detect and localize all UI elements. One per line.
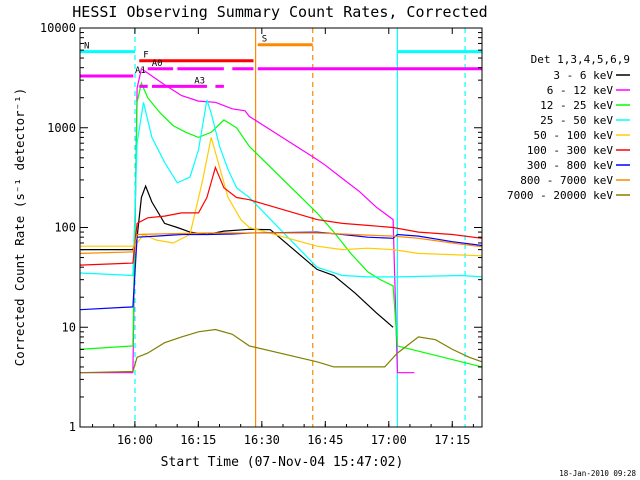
legend-entry-label: 12 - 25 keV xyxy=(540,99,613,112)
y-tick-label: 10000 xyxy=(40,21,76,35)
y-tick-label: 1 xyxy=(69,420,76,434)
y-axis-label: Corrected Count Rate (s⁻¹ detector⁻¹) xyxy=(12,88,27,366)
legend-entry-label: 6 - 12 keV xyxy=(547,84,614,97)
legend-entry-label: 100 - 300 keV xyxy=(527,144,613,157)
x-tick-label: 16:15 xyxy=(180,433,216,447)
x-axis: 16:00 16:15 16:30 16:45 17:00 17:15 xyxy=(92,28,474,447)
legend-entry-label: 25 - 50 keV xyxy=(540,114,613,127)
flag-bars: N S F A1 A0 A3 xyxy=(80,35,482,88)
y-axis: 1 10 100 1000 10000 xyxy=(40,21,482,434)
legend-title: Det 1,3,4,5,6,9 xyxy=(531,53,630,66)
x-tick-label: 16:30 xyxy=(244,433,280,447)
flag-label-n: N xyxy=(84,42,89,52)
legend-entry-label: 50 - 100 keV xyxy=(534,129,614,142)
legend-entry-label: 7000 - 20000 keV xyxy=(507,189,613,202)
series-line-2 xyxy=(80,67,415,374)
x-tick-label: 17:15 xyxy=(434,433,470,447)
y-tick-label: 100 xyxy=(54,221,76,235)
legend-entry-label: 300 - 800 keV xyxy=(527,159,613,172)
series-line-4 xyxy=(79,99,483,278)
flag-label-s: S xyxy=(262,35,267,45)
y-tick-label: 1000 xyxy=(47,121,76,135)
series-line-8 xyxy=(79,232,483,254)
flag-label-a1: A1 xyxy=(135,66,146,76)
flag-label-a0: A0 xyxy=(152,59,163,69)
series-layer xyxy=(79,67,483,374)
x-tick-label: 16:00 xyxy=(117,433,153,447)
series-line-6 xyxy=(79,165,483,266)
x-axis-label: Start Time (07-Nov-04 15:47:02) xyxy=(161,455,404,470)
flag-label-f: F xyxy=(143,51,148,61)
x-tick-label: 17:00 xyxy=(371,433,407,447)
legend-entry-label: 3 - 6 keV xyxy=(553,69,613,82)
footer-timestamp: 18-Jan-2010 09:28 xyxy=(559,469,636,478)
chart-title: HESSI Observing Summary Count Rates, Cor… xyxy=(72,3,487,21)
series-line-9 xyxy=(79,328,483,374)
flag-label-a3: A3 xyxy=(194,76,205,86)
legend: Det 1,3,4,5,6,9 3 - 6 keV 6 - 12 keV 12 - … xyxy=(507,53,630,202)
y-tick-label: 10 xyxy=(62,320,76,334)
legend-entry-label: 800 - 7000 keV xyxy=(520,174,613,187)
x-tick-label: 16:45 xyxy=(307,433,343,447)
plot-background xyxy=(80,28,482,427)
